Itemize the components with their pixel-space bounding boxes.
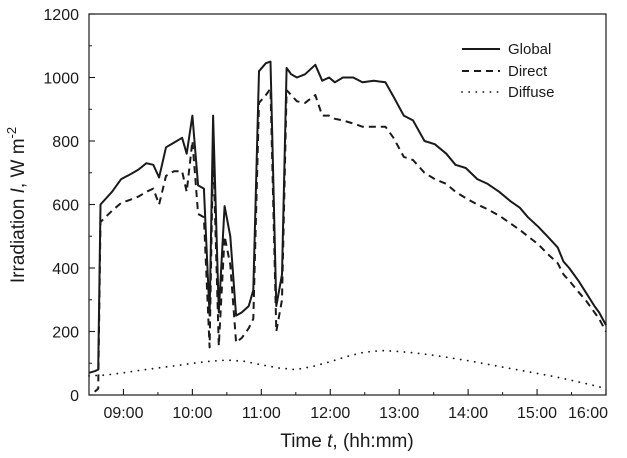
y-tick-label: 400 bbox=[52, 261, 79, 278]
x-axis-title-symbol: t bbox=[327, 431, 333, 452]
y-axis-title: Irradiation I, W m-2 bbox=[4, 127, 29, 283]
x-axis-title-suffix: , (hh:mm) bbox=[332, 431, 413, 452]
y-axis-title-superscript: -2 bbox=[4, 127, 19, 139]
y-axis-title-prefix: Irradiation bbox=[8, 193, 29, 283]
y-axis-title-symbol: I bbox=[8, 187, 29, 193]
x-tick-label: 14:00 bbox=[448, 405, 488, 422]
x-tick-label: 12:00 bbox=[310, 405, 350, 422]
y-axis-title-suffix: , W m bbox=[8, 138, 29, 188]
y-tick-label: 1200 bbox=[43, 7, 79, 24]
x-tick-label: 16:00 bbox=[568, 405, 608, 422]
x-tick-label: 15:00 bbox=[517, 405, 557, 422]
x-tick-label: 10:00 bbox=[172, 405, 212, 422]
y-tick-label: 200 bbox=[52, 325, 79, 342]
legend-label-global: Global bbox=[508, 41, 551, 58]
legend-label-diffuse: Diffuse bbox=[508, 84, 554, 101]
x-tick-label: 09:00 bbox=[103, 405, 143, 422]
x-axis-ticks: 09:00 10:00 11:00 12:00 13:00 14:00 15:00 16:00 bbox=[103, 389, 608, 422]
legend-label-direct: Direct bbox=[508, 63, 548, 80]
x-tick-label: 13:00 bbox=[379, 405, 419, 422]
series-line-global bbox=[88, 60, 607, 374]
y-axis-ticks: 0 200 400 600 800 1000 1200 bbox=[43, 7, 95, 405]
y-tick-label: 600 bbox=[52, 198, 79, 215]
x-axis-title: Time t, (hh:mm) bbox=[280, 431, 413, 452]
x-axis-title-prefix: Time bbox=[280, 431, 327, 452]
y-tick-label: 0 bbox=[70, 388, 79, 405]
series-line-diffuse bbox=[88, 349, 607, 390]
y-tick-label: 1000 bbox=[43, 71, 79, 88]
series-lines bbox=[88, 60, 607, 393]
y-tick-label: 800 bbox=[52, 134, 79, 151]
legend: Global Direct Diffuse bbox=[461, 41, 554, 101]
plot-area-frame bbox=[88, 13, 607, 396]
x-tick-label: 11:00 bbox=[242, 405, 281, 422]
series-line-direct bbox=[94, 87, 607, 393]
